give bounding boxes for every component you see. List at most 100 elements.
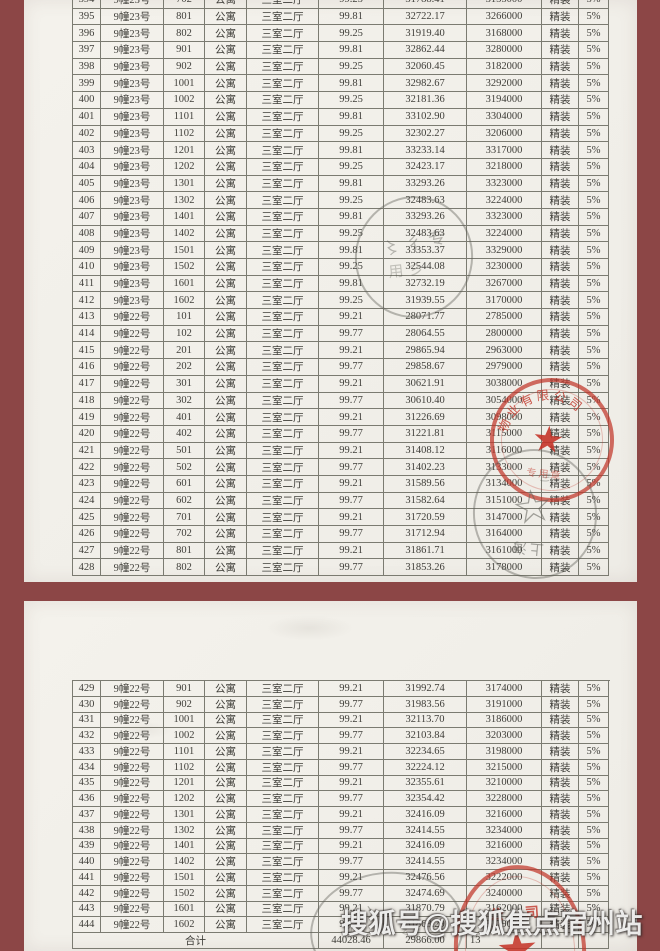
table-cell: 精装: [542, 492, 579, 510]
table-cell: 428: [73, 559, 101, 577]
table-cell: 5%: [579, 325, 609, 343]
table-row: 416 9幢22号 202 公寓 三室二厅 99.77 29858.67 2979000 精装 5…: [73, 359, 610, 376]
table-cell: 9幢22号: [101, 807, 164, 823]
table-cell: 32423.17: [384, 158, 467, 176]
table-cell: 99.81: [319, 8, 384, 26]
table-cell: 3215000: [467, 759, 542, 776]
table-cell: 1202: [164, 791, 205, 807]
table-cell: 406: [73, 192, 101, 209]
table-cell: 精装: [542, 775, 579, 792]
table-cell: 1201: [164, 142, 205, 159]
table-cell: 395: [73, 8, 101, 26]
table-cell: 435: [73, 775, 101, 792]
table-cell: 5%: [579, 475, 609, 493]
table-cell: 9幢22号: [101, 342, 164, 360]
table-row: 437 9幢22号 1301 公寓 三室二厅 99.21 32416.09 3216000 精装…: [73, 807, 610, 823]
table-cell: 公寓: [205, 342, 247, 360]
table-cell: 精装: [542, 175, 579, 193]
table-cell: 31863.29: [384, 917, 467, 933]
table-cell: 9幢23号: [101, 108, 164, 126]
table-cell: 精装: [542, 559, 579, 577]
table-cell: 32982.67: [384, 75, 467, 93]
table-cell: 5%: [579, 158, 609, 176]
table-cell: 99.77: [319, 854, 384, 870]
table-cell: 5%: [579, 822, 609, 839]
table-cell: 三室二厅: [247, 208, 319, 226]
table-row: 398 9幢23号 902 公寓 三室二厅 99.25 32060.45 3182000 精装 5…: [73, 58, 610, 76]
table-row: 403 9幢23号 1201 公寓 三室二厅 99.81 33233.14 3317000 精装…: [73, 142, 610, 159]
table-cell: 32414.55: [384, 854, 467, 870]
watermark-sohu: 搜狐号@搜狐焦点宿州站: [341, 909, 643, 939]
table-cell: 3317000: [467, 142, 542, 159]
table-cell: 精装: [542, 475, 579, 493]
table-cell: 三室二厅: [247, 225, 319, 243]
table-cell: 32544.08: [384, 259, 467, 276]
table-cell: 801: [164, 542, 205, 560]
table-cell: 99.21: [319, 744, 384, 760]
table-cell: 公寓: [205, 425, 247, 443]
table-cell: 30621.91: [384, 375, 467, 393]
table-cell: 99.21: [319, 442, 384, 460]
table-cell: 精装: [542, 259, 579, 276]
table-cell: 99.77: [319, 696, 384, 713]
table-cell: 602: [164, 492, 205, 510]
table-cell: 9幢22号: [101, 712, 164, 729]
total-price-cell: 13: [467, 933, 542, 949]
table-cell: 32224.12: [384, 759, 467, 776]
table-cell: 423: [73, 475, 101, 493]
table-cell: 702: [164, 526, 205, 543]
table-cell: 5%: [579, 75, 609, 93]
table-cell: 3234000: [467, 854, 542, 870]
table-cell: 99.21: [319, 901, 384, 918]
table-cell: 802: [164, 25, 205, 43]
table-cell: 405: [73, 175, 101, 193]
table-cell: 413: [73, 309, 101, 326]
total-area-cell: 44028.46: [319, 933, 384, 949]
table-cell: 1102: [164, 759, 205, 776]
table-cell: 公寓: [205, 92, 247, 109]
table-cell: 公寓: [205, 917, 247, 933]
table-cell: 三室二厅: [247, 838, 319, 855]
table-cell: 公寓: [205, 259, 247, 276]
table-cell: 3210000: [467, 775, 542, 792]
table-cell: 3147000: [467, 509, 542, 526]
table-cell: 431: [73, 712, 101, 729]
table-cell: 精装: [542, 208, 579, 226]
table-cell: 9幢22号: [101, 885, 164, 902]
table-cell: 3179000: [467, 917, 542, 933]
table-cell: 99.81: [319, 142, 384, 159]
table-cell: 9幢22号: [101, 791, 164, 807]
table-cell: 9幢22号: [101, 392, 164, 410]
table-row: 406 9幢23号 1302 公寓 三室二厅 99.25 32483.63 3224000 精装…: [73, 192, 610, 209]
table-cell: 三室二厅: [247, 275, 319, 293]
table-cell: 三室二厅: [247, 854, 319, 870]
table-cell: 99.21: [319, 542, 384, 560]
table-cell: 9幢23号: [101, 58, 164, 76]
table-cell: 430: [73, 696, 101, 713]
table-cell: 9幢22号: [101, 696, 164, 713]
table-cell: 415: [73, 342, 101, 360]
table-cell: 精装: [542, 142, 579, 159]
table-row: 442 9幢22号 1502 公寓 三室二厅 99.77 32474.69 3240000 精装…: [73, 885, 610, 902]
table-cell: 3115000: [467, 425, 542, 443]
table-cell: 公寓: [205, 807, 247, 823]
table-cell: 99.77: [319, 492, 384, 510]
table-cell: 公寓: [205, 542, 247, 560]
table-cell: 3323000: [467, 208, 542, 226]
table-cell: 31712.94: [384, 526, 467, 543]
table-cell: 三室二厅: [247, 142, 319, 159]
table-cell: 418: [73, 392, 101, 410]
table-cell: 32483.63: [384, 225, 467, 243]
table-cell: 9幢22号: [101, 870, 164, 886]
table-cell: 精装: [542, 225, 579, 243]
table-cell: 441: [73, 870, 101, 886]
table-cell: 412: [73, 292, 101, 310]
table-cell: 三室二厅: [247, 425, 319, 443]
table-cell: 精装: [542, 375, 579, 393]
table-cell: 精装: [542, 917, 579, 933]
table-cell: 9幢22号: [101, 375, 164, 393]
table-cell: 31582.64: [384, 492, 467, 510]
table-cell: 420: [73, 425, 101, 443]
table-cell: 9幢23号: [101, 158, 164, 176]
table-cell: 公寓: [205, 442, 247, 460]
